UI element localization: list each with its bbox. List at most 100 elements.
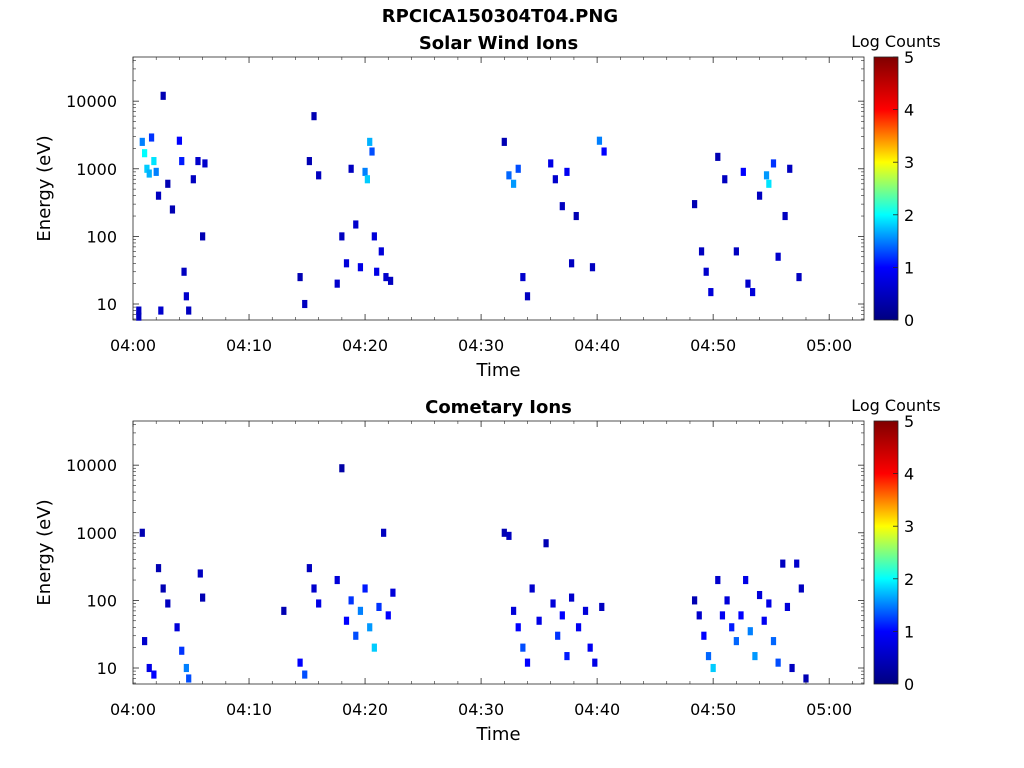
heatmap-cell xyxy=(550,599,556,608)
heatmap-cell xyxy=(756,191,763,200)
heatmap-cell xyxy=(796,273,802,282)
heatmap-cell xyxy=(552,175,558,184)
heatmap-cell xyxy=(766,599,772,608)
heatmap-cell xyxy=(374,267,380,276)
heatmap-cell xyxy=(756,590,763,600)
heatmap-cell xyxy=(559,202,565,211)
colorbar-tick-label: 1 xyxy=(904,622,914,641)
heatmap-cell xyxy=(515,164,521,173)
heatmap-cell xyxy=(524,292,531,301)
heatmap-cell xyxy=(696,611,702,620)
colorbar-label: Log Counts xyxy=(851,32,941,51)
heatmap-cell xyxy=(160,91,166,100)
heatmap-cell xyxy=(520,273,526,282)
colorbar-tick-label: 5 xyxy=(904,412,914,431)
colorbar-label: Log Counts xyxy=(851,396,941,415)
colorbar xyxy=(873,56,899,321)
heatmap-cell xyxy=(148,133,155,142)
heatmap-cell xyxy=(334,279,340,288)
y-tick-label: 100 xyxy=(86,591,117,610)
heatmap-cell xyxy=(195,157,201,166)
heatmap-cell xyxy=(144,164,150,173)
colorbar-tick-label: 1 xyxy=(904,258,914,277)
heatmap-cell xyxy=(139,137,145,146)
heatmap-cell xyxy=(575,623,582,632)
heatmap-cell xyxy=(281,606,287,615)
x-tick-label: 04:50 xyxy=(690,336,736,355)
x-tick-label: 05:00 xyxy=(806,700,852,719)
heatmap-cell xyxy=(197,569,203,578)
plot-area xyxy=(132,56,865,321)
heatmap-cell xyxy=(357,263,364,272)
heatmap-cell xyxy=(146,169,152,178)
colorbar-tick-label: 2 xyxy=(904,206,914,225)
heatmap-cell xyxy=(536,616,542,625)
colorbar-tick-label: 0 xyxy=(904,675,914,694)
heatmap-cell xyxy=(770,637,777,646)
heatmap-cell xyxy=(362,584,368,593)
heatmap-cell xyxy=(582,606,589,615)
x-tick-label: 04:20 xyxy=(342,336,388,355)
colorbar-tick-label: 0 xyxy=(904,311,914,330)
heatmap-cell xyxy=(378,247,384,256)
heatmap-cell xyxy=(367,137,373,146)
y-axis-label: Energy (eV) xyxy=(34,135,55,241)
heatmap-cell xyxy=(766,179,772,188)
heatmap-cell xyxy=(181,267,187,276)
heatmap-cell xyxy=(743,575,749,585)
heatmap-cell xyxy=(339,464,345,473)
x-axis-label: Time xyxy=(475,724,520,745)
x-tick-label: 04:50 xyxy=(690,700,736,719)
heatmap-cell xyxy=(705,652,712,661)
heatmap-cell xyxy=(780,559,786,568)
y-tick-label: 10 xyxy=(97,659,117,678)
heatmap-cell xyxy=(353,631,359,640)
heatmap-cell xyxy=(573,211,579,221)
colorbar xyxy=(873,420,899,685)
x-axis-label: Time xyxy=(475,360,520,381)
heatmap-cell xyxy=(787,164,793,173)
heatmap-cell xyxy=(599,602,605,612)
heatmap-cell xyxy=(798,584,804,593)
heatmap-cell xyxy=(770,159,777,168)
plot-area xyxy=(132,420,865,685)
heatmap-cell xyxy=(200,593,206,602)
heatmap-cell xyxy=(715,152,721,161)
heatmap-cell xyxy=(775,658,781,667)
y-tick-label: 100 xyxy=(86,227,117,246)
heatmap-cell xyxy=(179,157,185,166)
colorbar-tick-label: 2 xyxy=(904,570,914,589)
heatmap-cell xyxy=(146,663,152,673)
heatmap-cell xyxy=(506,171,512,180)
x-tick-label: 04:20 xyxy=(342,700,388,719)
heatmap-cell xyxy=(761,616,767,625)
heatmap-cell xyxy=(371,643,377,652)
colorbar-tick-label: 3 xyxy=(904,517,914,536)
heatmap-cell xyxy=(186,674,192,683)
heatmap-cell xyxy=(601,147,607,156)
x-tick-label: 04:00 xyxy=(110,336,156,355)
heatmap-cell xyxy=(348,596,354,605)
panel-1: Solar Wind Ions 04:00 04:10 04:20 04:30 04:40… xyxy=(34,32,941,381)
heatmap-cell xyxy=(691,596,698,605)
heatmap-cell xyxy=(202,159,208,168)
heatmap-cell xyxy=(559,611,565,620)
heatmap-cell xyxy=(524,658,531,667)
y-tick-label: 10 xyxy=(97,295,117,314)
heatmap-cell xyxy=(715,575,721,585)
heatmap-cell xyxy=(592,658,598,667)
heatmap-cell xyxy=(160,584,166,593)
heatmap-cell xyxy=(186,306,192,315)
heatmap-cell xyxy=(385,611,391,620)
x-tick-label: 04:30 xyxy=(458,336,504,355)
heatmap-cell xyxy=(501,137,507,146)
heatmap-cell xyxy=(745,279,751,288)
heatmap-cell xyxy=(564,167,570,176)
heatmap-cell xyxy=(200,232,206,241)
colorbar-tick-label: 4 xyxy=(904,465,914,484)
heatmap-cell xyxy=(390,588,396,597)
heatmap-cell xyxy=(306,157,312,166)
heatmap-cell xyxy=(747,627,753,636)
